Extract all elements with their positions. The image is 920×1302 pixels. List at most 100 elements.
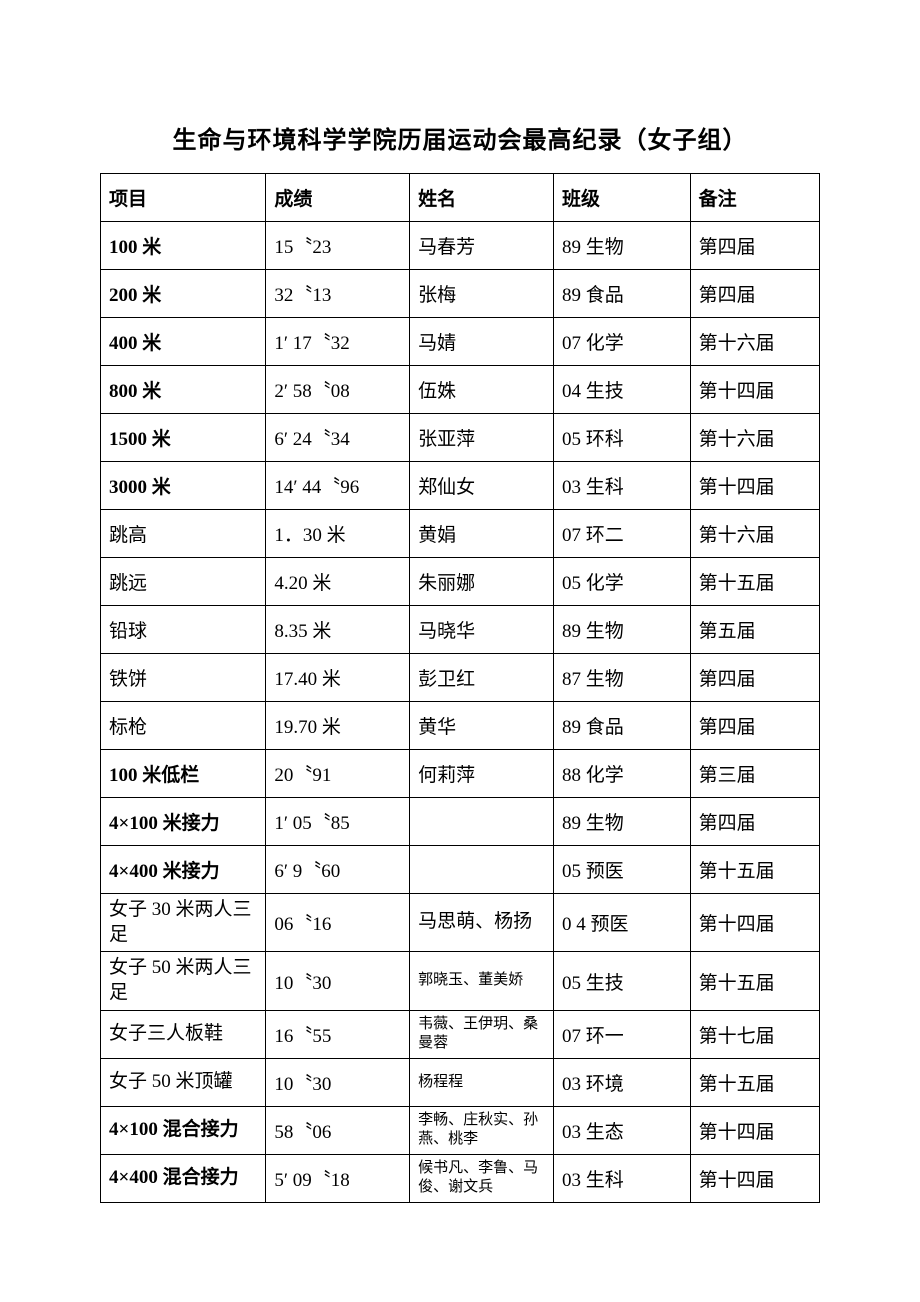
cell-name: 马婧 <box>410 318 554 366</box>
cell-note: 第十四届 <box>690 462 819 510</box>
cell-event: 女子 50 米顶罐 <box>101 1058 266 1106</box>
cell-class: 05 生技 <box>553 952 690 1010</box>
cell-name: 黄娟 <box>410 510 554 558</box>
cell-class: 05 化学 <box>553 558 690 606</box>
cell-name <box>410 846 554 894</box>
cell-note: 第四届 <box>690 270 819 318</box>
cell-note: 第十五届 <box>690 558 819 606</box>
cell-class: 89 食品 <box>553 702 690 750</box>
cell-event: 1500 米 <box>101 414 266 462</box>
cell-note: 第十四届 <box>690 366 819 414</box>
cell-name: 张梅 <box>410 270 554 318</box>
cell-score: 8.35 米 <box>266 606 410 654</box>
cell-note: 第十四届 <box>690 894 819 952</box>
cell-class: 0 4 预医 <box>553 894 690 952</box>
table-row: 跳高1．30 米黄娟07 环二第十六届 <box>101 510 820 558</box>
cell-name: 马春芳 <box>410 222 554 270</box>
cell-note: 第四届 <box>690 222 819 270</box>
table-row: 铅球8.35 米马晓华89 生物第五届 <box>101 606 820 654</box>
header-note: 备注 <box>690 174 819 222</box>
cell-score: 32〝13 <box>266 270 410 318</box>
table-row: 100 米低栏20〝91何莉萍88 化学第三届 <box>101 750 820 798</box>
cell-note: 第四届 <box>690 798 819 846</box>
cell-note: 第十四届 <box>690 1154 819 1202</box>
table-row: 跳远4.20 米朱丽娜05 化学第十五届 <box>101 558 820 606</box>
table-row: 女子 30 米两人三足06〝16马思萌、杨扬0 4 预医第十四届 <box>101 894 820 952</box>
cell-event: 女子三人板鞋 <box>101 1010 266 1058</box>
cell-score: 58〝06 <box>266 1106 410 1154</box>
cell-event: 跳高 <box>101 510 266 558</box>
cell-event: 4×100 米接力 <box>101 798 266 846</box>
cell-class: 07 环一 <box>553 1010 690 1058</box>
cell-class: 89 生物 <box>553 798 690 846</box>
cell-score: 4.20 米 <box>266 558 410 606</box>
cell-class: 03 环境 <box>553 1058 690 1106</box>
cell-note: 第十四届 <box>690 1106 819 1154</box>
cell-name <box>410 798 554 846</box>
document-page: 生命与环境科学学院历届运动会最高纪录（女子组） 项目 成绩 姓名 班级 备注 1… <box>0 0 920 1283</box>
table-row: 女子 50 米顶罐10〝30杨程程03 环境第十五届 <box>101 1058 820 1106</box>
cell-note: 第十六届 <box>690 510 819 558</box>
records-table: 项目 成绩 姓名 班级 备注 100 米15〝23马春芳89 生物第四届200 … <box>100 173 820 1203</box>
cell-score: 16〝55 <box>266 1010 410 1058</box>
cell-score: 2′ 58〝08 <box>266 366 410 414</box>
cell-name: 朱丽娜 <box>410 558 554 606</box>
cell-score: 14′ 44〝96 <box>266 462 410 510</box>
cell-name: 郭晓玉、董美娇 <box>410 952 554 1010</box>
cell-note: 第四届 <box>690 702 819 750</box>
cell-event: 100 米 <box>101 222 266 270</box>
cell-name: 李畅、庄秋实、孙燕、桃李 <box>410 1106 554 1154</box>
cell-class: 89 生物 <box>553 606 690 654</box>
cell-name: 彭卫红 <box>410 654 554 702</box>
cell-name: 韦薇、王伊玥、桑曼蓉 <box>410 1010 554 1058</box>
table-row: 400 米1′ 17〝32马婧07 化学第十六届 <box>101 318 820 366</box>
cell-class: 05 预医 <box>553 846 690 894</box>
cell-note: 第十五届 <box>690 952 819 1010</box>
cell-class: 03 生态 <box>553 1106 690 1154</box>
cell-class: 89 生物 <box>553 222 690 270</box>
cell-score: 1．30 米 <box>266 510 410 558</box>
cell-event: 4×400 米接力 <box>101 846 266 894</box>
cell-score: 15〝23 <box>266 222 410 270</box>
table-body: 100 米15〝23马春芳89 生物第四届200 米32〝13张梅89 食品第四… <box>101 222 820 1203</box>
cell-event: 铁饼 <box>101 654 266 702</box>
cell-name: 何莉萍 <box>410 750 554 798</box>
table-row: 女子 50 米两人三足10〝30郭晓玉、董美娇05 生技第十五届 <box>101 952 820 1010</box>
table-row: 4×100 米接力1′ 05〝85 89 生物第四届 <box>101 798 820 846</box>
cell-event: 跳远 <box>101 558 266 606</box>
cell-note: 第五届 <box>690 606 819 654</box>
cell-score: 17.40 米 <box>266 654 410 702</box>
cell-name: 马思萌、杨扬 <box>410 894 554 952</box>
cell-name: 黄华 <box>410 702 554 750</box>
table-row: 200 米32〝13张梅89 食品第四届 <box>101 270 820 318</box>
cell-class: 05 环科 <box>553 414 690 462</box>
cell-class: 88 化学 <box>553 750 690 798</box>
cell-note: 第十五届 <box>690 1058 819 1106</box>
cell-score: 1′ 05〝85 <box>266 798 410 846</box>
header-name: 姓名 <box>410 174 554 222</box>
table-row: 3000 米14′ 44〝96郑仙女03 生科第十四届 <box>101 462 820 510</box>
cell-event: 4×400 混合接力 <box>101 1154 266 1202</box>
cell-note: 第十七届 <box>690 1010 819 1058</box>
cell-score: 10〝30 <box>266 952 410 1010</box>
cell-class: 03 生科 <box>553 462 690 510</box>
header-event: 项目 <box>101 174 266 222</box>
cell-score: 1′ 17〝32 <box>266 318 410 366</box>
cell-class: 03 生科 <box>553 1154 690 1202</box>
table-row: 铁饼17.40 米彭卫红87 生物第四届 <box>101 654 820 702</box>
cell-event: 100 米低栏 <box>101 750 266 798</box>
header-score: 成绩 <box>266 174 410 222</box>
cell-name: 候书凡、李鲁、马俊、谢文兵 <box>410 1154 554 1202</box>
cell-event: 标枪 <box>101 702 266 750</box>
cell-note: 第十六届 <box>690 318 819 366</box>
cell-name: 郑仙女 <box>410 462 554 510</box>
cell-event: 铅球 <box>101 606 266 654</box>
cell-score: 20〝91 <box>266 750 410 798</box>
cell-name: 张亚萍 <box>410 414 554 462</box>
cell-event: 女子 30 米两人三足 <box>101 894 266 952</box>
cell-event: 800 米 <box>101 366 266 414</box>
cell-class: 89 食品 <box>553 270 690 318</box>
cell-score: 6′ 24〝34 <box>266 414 410 462</box>
cell-name: 伍姝 <box>410 366 554 414</box>
cell-score: 6′ 9〝60 <box>266 846 410 894</box>
